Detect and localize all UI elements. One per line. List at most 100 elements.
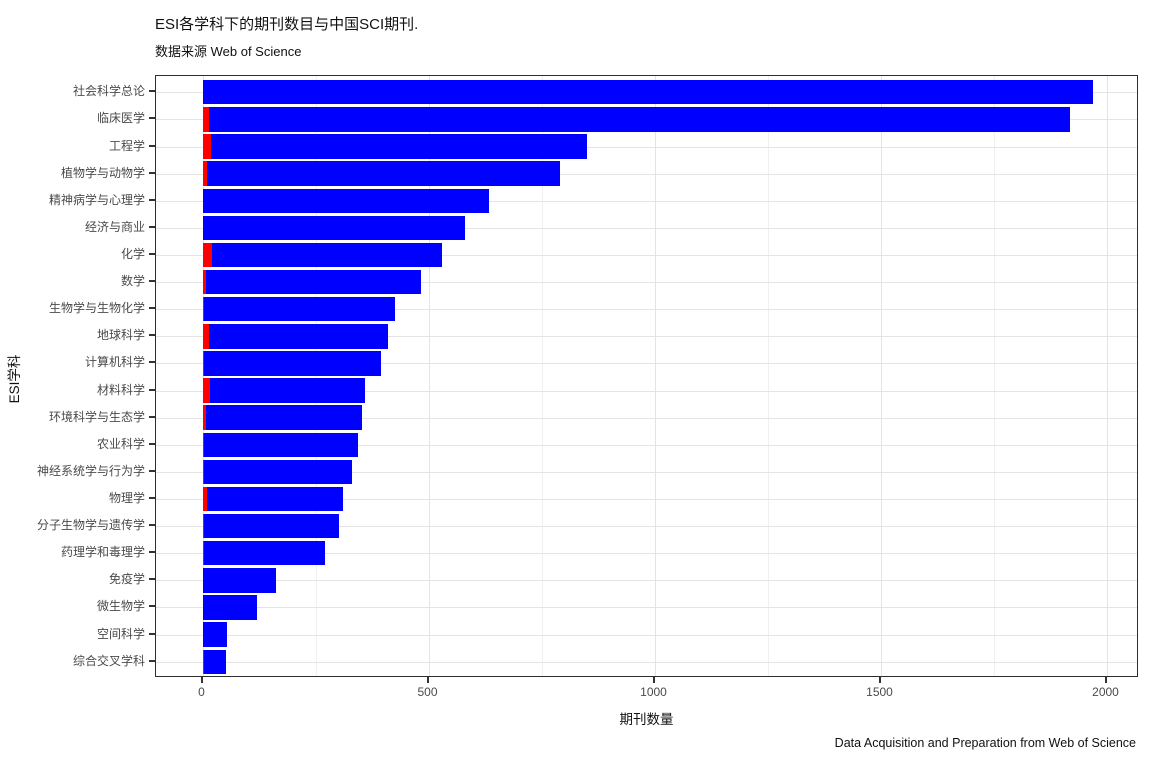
gridline-vertical-minor	[541, 76, 543, 676]
bar-china	[202, 541, 204, 566]
gridline-vertical-major	[880, 76, 882, 676]
bar-china	[202, 242, 212, 268]
y-tick-label: 农业科学	[96, 436, 145, 451]
y-axis-tick	[149, 415, 155, 418]
bar-total	[202, 351, 381, 376]
bar-total	[202, 622, 227, 647]
y-axis-tick	[149, 469, 155, 472]
bar-total	[202, 242, 442, 268]
gridline-vertical-major	[428, 76, 430, 676]
gridline-vertical-minor	[993, 76, 995, 676]
x-axis-title: 期刊数量	[619, 712, 674, 727]
y-axis-tick	[149, 90, 155, 93]
y-tick-label: 临床医学	[96, 111, 145, 126]
bar-china	[202, 324, 210, 349]
bar-china	[202, 649, 205, 674]
gridline-horizontal-major	[156, 607, 1137, 609]
bar-china	[202, 297, 205, 322]
y-axis-tick	[149, 361, 155, 364]
gridline-horizontal-major	[156, 227, 1137, 229]
gridline-vertical-minor	[315, 76, 317, 676]
y-axis-title: ESI学科	[7, 354, 22, 404]
y-tick-label: 植物学与动物学	[60, 165, 145, 180]
gridline-vertical-major	[202, 76, 204, 676]
y-axis-tick	[149, 388, 155, 391]
gridline-horizontal-major	[156, 363, 1137, 365]
y-tick-label: 化学	[120, 246, 145, 261]
bar-total	[202, 405, 363, 430]
bar-total	[202, 107, 1071, 132]
gridline-vertical-major	[1106, 76, 1108, 676]
y-axis-tick	[149, 442, 155, 445]
y-tick-label: 分子生物学与遗传学	[36, 518, 145, 533]
gridline-horizontal-major	[156, 634, 1137, 636]
x-tick-label: 500	[417, 685, 438, 699]
bar-total	[202, 513, 340, 539]
gridline-horizontal-major	[156, 254, 1137, 256]
chart-title: ESI各学科下的期刊数目与中国SCI期刊.	[155, 16, 419, 33]
x-tick-label: 1500	[866, 685, 893, 699]
bar-china	[202, 405, 206, 430]
bar-total	[202, 378, 366, 403]
gridline-horizontal-major	[156, 336, 1137, 338]
y-axis-tick	[149, 144, 155, 147]
x-tick-label: 0	[198, 685, 205, 699]
bar-total	[202, 269, 422, 295]
y-tick-label: 经济与商业	[84, 219, 145, 234]
gridline-horizontal-major	[156, 173, 1137, 175]
bar-total	[202, 324, 389, 349]
y-tick-label: 生物学与生物化学	[48, 301, 145, 316]
y-tick-label: 药理学和毒理学	[60, 545, 145, 560]
y-axis-tick	[149, 632, 155, 635]
gridline-horizontal-major	[156, 526, 1137, 528]
bar-china	[202, 269, 206, 295]
gridline-horizontal-major	[156, 444, 1137, 446]
gridline-vertical-minor	[767, 76, 769, 676]
bar-china	[202, 134, 211, 159]
gridline-horizontal-major	[156, 282, 1137, 284]
y-axis-tick	[149, 659, 155, 662]
y-axis-tick	[149, 198, 155, 201]
bar-total	[202, 595, 258, 620]
gridline-horizontal-major	[156, 390, 1137, 392]
y-tick-label: 环境科学与生态学	[48, 409, 145, 424]
y-axis-tick	[149, 171, 155, 174]
gridline-horizontal-major	[156, 471, 1137, 473]
bar-total	[202, 134, 587, 159]
x-axis-tick	[652, 677, 655, 683]
x-axis-tick	[200, 677, 203, 683]
gridline-horizontal-major	[156, 417, 1137, 419]
bar-total	[202, 486, 344, 512]
x-axis-tick	[1104, 677, 1107, 683]
gridline-horizontal-major	[156, 200, 1137, 202]
bar-china	[202, 513, 204, 539]
y-tick-label: 免疫学	[108, 572, 145, 587]
bar-total	[202, 215, 465, 241]
y-axis-tick	[149, 578, 155, 581]
y-tick-label: 微生物学	[96, 599, 145, 614]
x-tick-label: 1000	[640, 685, 667, 699]
gridline-vertical-major	[654, 76, 656, 676]
plot-panel	[155, 75, 1138, 677]
y-tick-label: 精神病学与心理学	[48, 192, 145, 207]
y-axis-tick	[149, 252, 155, 255]
y-axis-tick	[149, 117, 155, 120]
x-tick-label: 2000	[1092, 685, 1119, 699]
x-axis-tick	[878, 677, 881, 683]
bar-china	[202, 351, 205, 376]
gridline-horizontal-major	[156, 580, 1137, 582]
y-axis-tick	[149, 551, 155, 554]
y-axis-tick	[149, 605, 155, 608]
y-tick-label: 地球科学	[96, 328, 145, 343]
bar-total	[202, 432, 358, 457]
bar-total	[202, 568, 277, 593]
gridline-horizontal-major	[156, 309, 1137, 311]
x-axis-tick	[426, 677, 429, 683]
gridline-horizontal-major	[156, 499, 1137, 501]
y-tick-label: 物理学	[108, 491, 145, 506]
y-axis-tick	[149, 524, 155, 527]
bar-china	[202, 486, 208, 512]
y-tick-label: 材料科学	[96, 382, 145, 397]
gridline-horizontal-major	[156, 146, 1137, 148]
